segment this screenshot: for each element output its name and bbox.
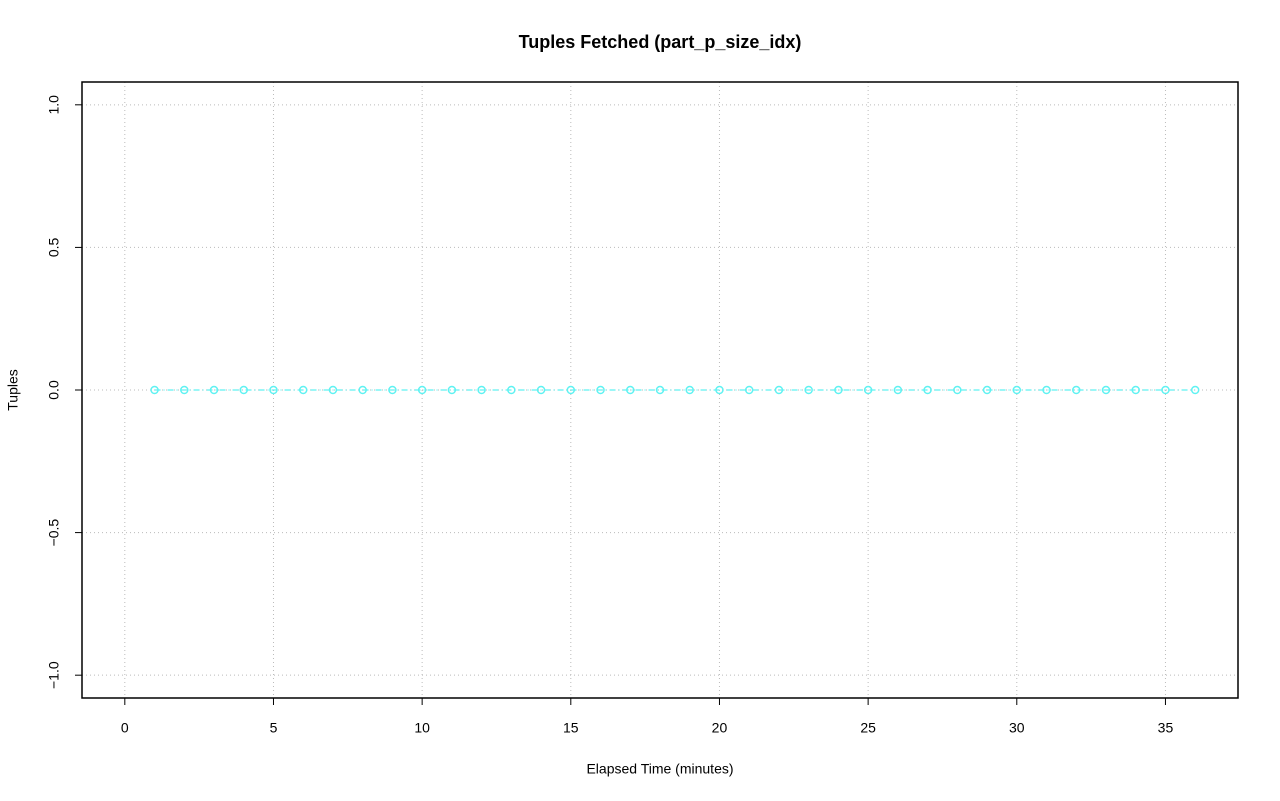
data-point (626, 385, 635, 395)
data-point (477, 385, 486, 395)
y-tick-label: 1.0 (46, 95, 62, 115)
x-tick-label: 30 (1009, 720, 1025, 736)
data-point (1161, 385, 1170, 395)
data-point (982, 385, 992, 395)
data-point (893, 385, 903, 395)
data-point (447, 385, 457, 395)
data-point (774, 385, 784, 395)
data-point (269, 385, 278, 395)
x-tick-label: 0 (121, 720, 129, 736)
chart-title: Tuples Fetched (part_p_size_idx) (519, 32, 802, 52)
plot-frame (81, 81, 1239, 699)
x-tick-label: 20 (712, 720, 728, 736)
data-point (923, 385, 932, 395)
data-point (358, 385, 367, 395)
data-point (655, 385, 665, 395)
data-point (298, 385, 308, 395)
data-point (715, 385, 724, 395)
data-point (1042, 385, 1051, 395)
y-axis-label: Tuples (5, 369, 21, 411)
data-point (180, 385, 189, 395)
data-point (685, 385, 694, 395)
data-point (239, 385, 248, 395)
x-axis-label: Elapsed Time (minutes) (586, 761, 733, 777)
data-point (863, 385, 873, 395)
x-tick-label: 5 (270, 720, 278, 736)
x-tick-label: 25 (860, 720, 876, 736)
data-point (953, 385, 962, 395)
data-point (744, 385, 754, 395)
data-point (1101, 385, 1111, 395)
data-point (834, 385, 843, 395)
y-tick-label: 0.5 (46, 237, 62, 257)
data-point (1131, 385, 1140, 395)
data-point (150, 385, 159, 395)
data-point (328, 385, 338, 395)
data-point (566, 385, 576, 395)
x-tick-label: 35 (1158, 720, 1174, 736)
x-tick-label: 10 (414, 720, 430, 736)
data-point (507, 385, 516, 395)
data-point (388, 385, 397, 395)
data-point (209, 385, 219, 395)
y-tick-label: −0.5 (46, 519, 62, 547)
data-point (596, 385, 605, 395)
data-point (536, 385, 546, 395)
x-tick-label: 15 (563, 720, 579, 736)
data-point (1072, 385, 1081, 395)
data-point (417, 385, 427, 395)
y-tick-label: 0.0 (46, 380, 62, 400)
data-point (804, 385, 813, 395)
y-tick-label: −1.0 (46, 661, 62, 689)
data-point (1012, 385, 1022, 395)
data-point (1190, 385, 1200, 395)
